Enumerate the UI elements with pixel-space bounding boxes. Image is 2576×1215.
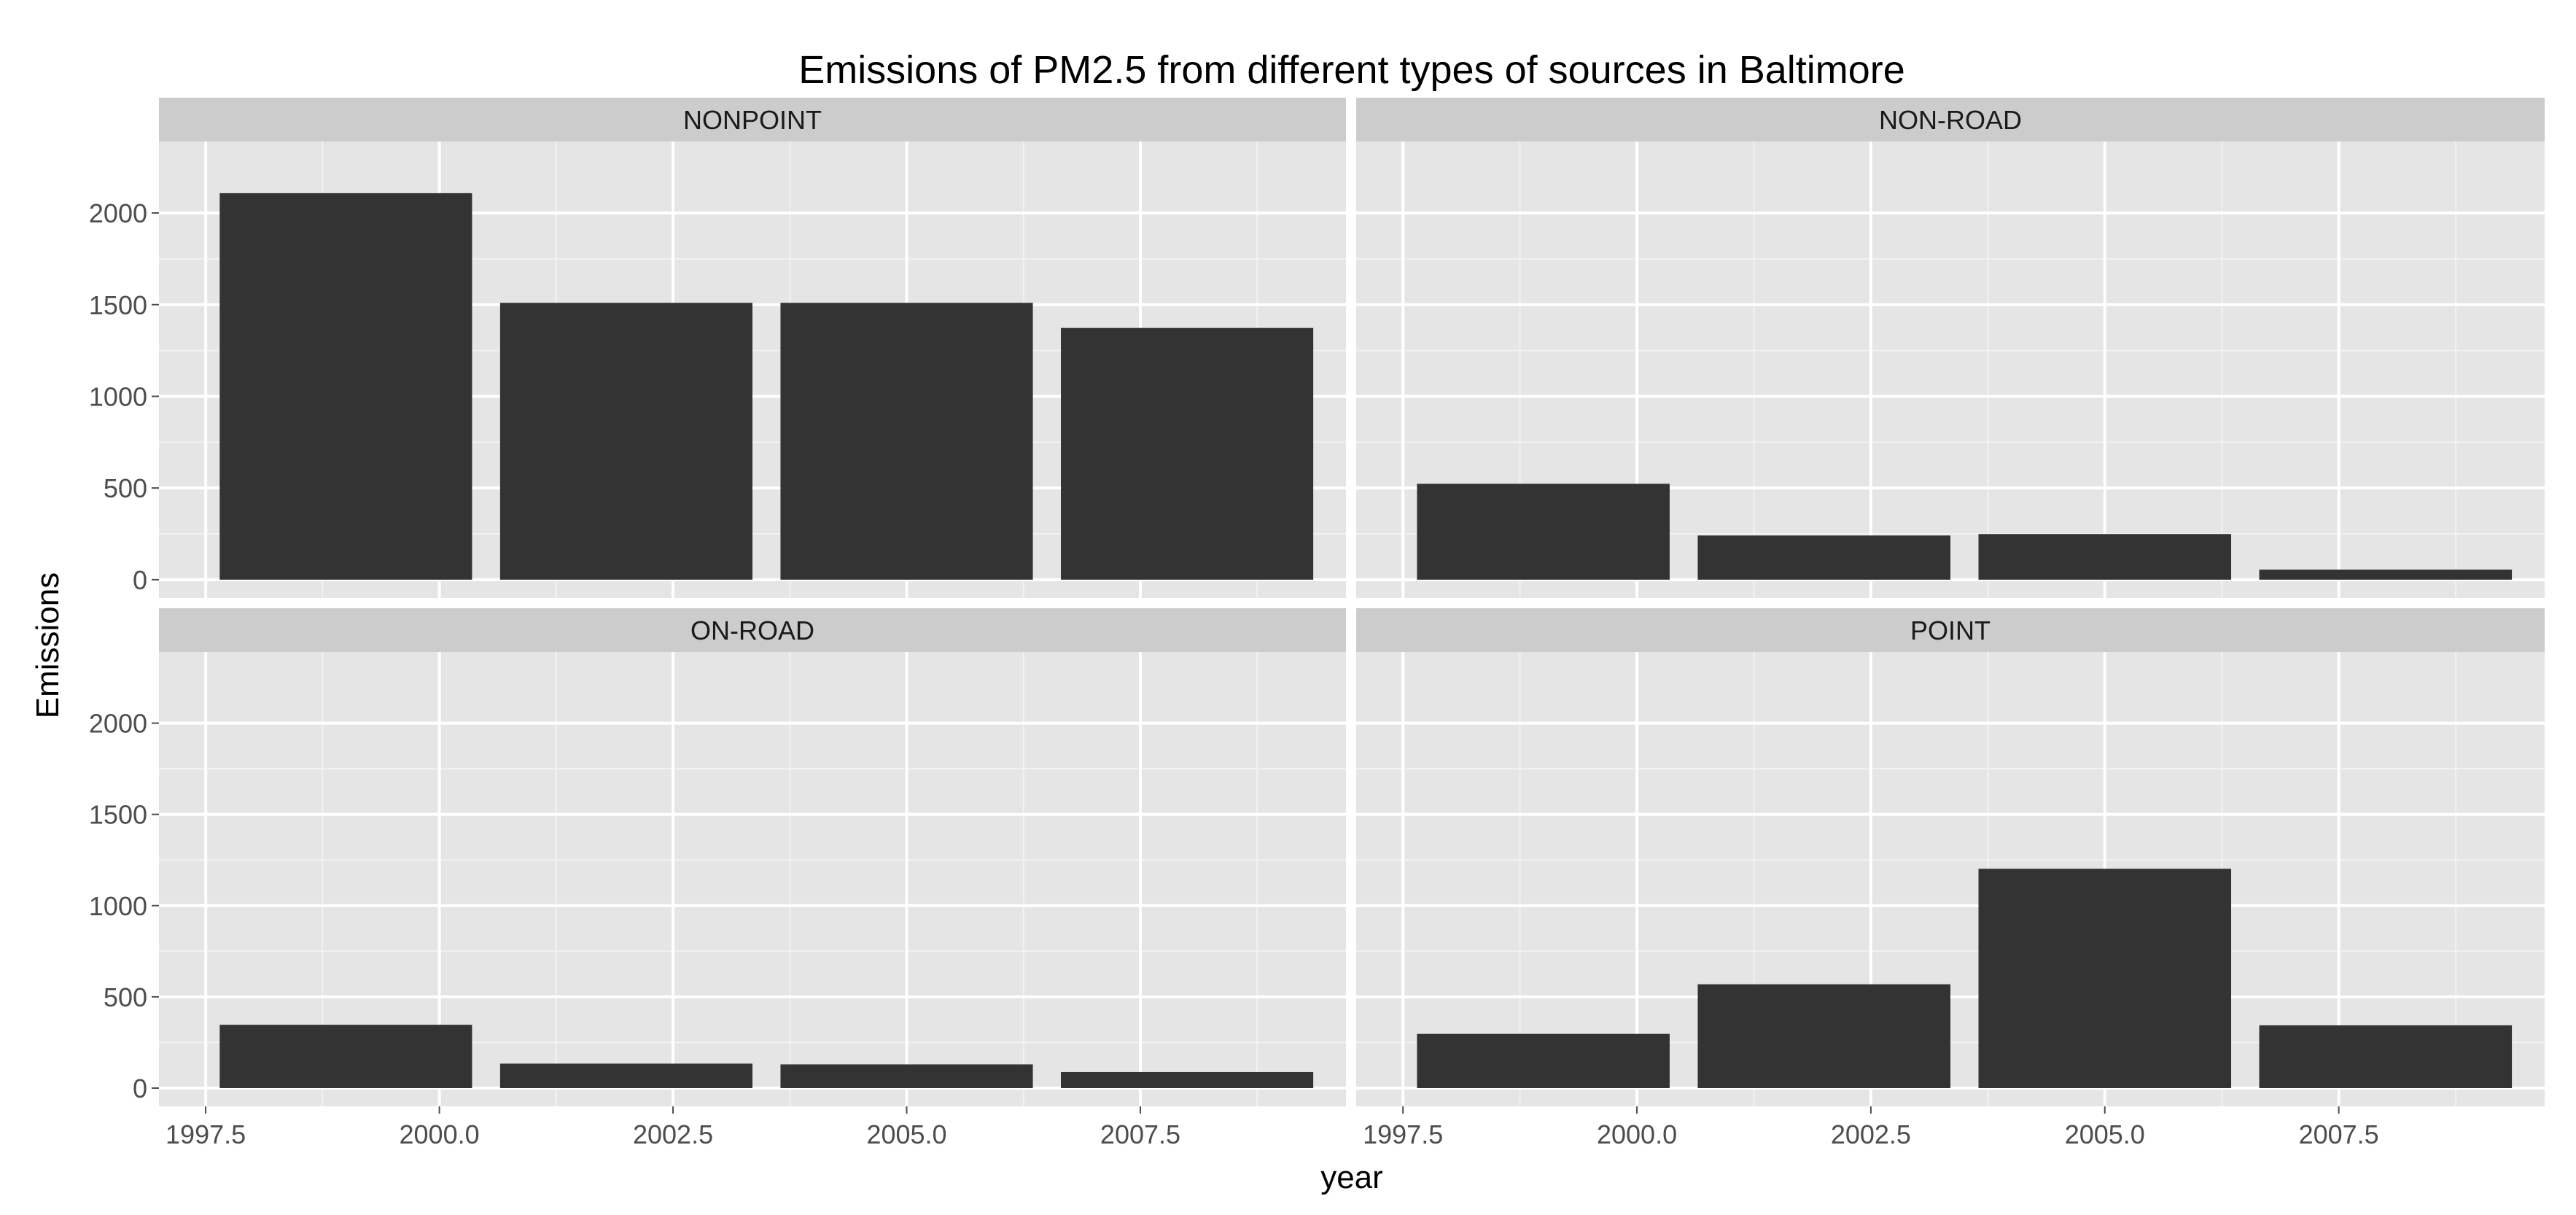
x-axis-label: year xyxy=(1320,1160,1383,1195)
y-tick-label: 0 xyxy=(133,565,147,595)
x-tick-label: 2002.5 xyxy=(1831,1119,1911,1149)
facet-strip xyxy=(1356,98,2545,141)
y-tick-label: 1000 xyxy=(89,891,147,921)
bar xyxy=(1417,1033,1670,1088)
x-tick-label: 2007.5 xyxy=(2299,1119,2379,1149)
facet-point: POINT 1997.5 2000.0 2002.5 2005.0 2007.5 xyxy=(1356,608,2545,1149)
bar xyxy=(1061,1071,1314,1088)
bar xyxy=(780,1064,1033,1088)
chart-title: Emissions of PM2.5 from different types … xyxy=(798,48,1905,92)
x-tick-label: 1997.5 xyxy=(1363,1119,1443,1149)
x-tick-label: 2000.0 xyxy=(400,1119,480,1149)
bar xyxy=(1061,327,1314,580)
bar xyxy=(1978,534,2232,580)
bar xyxy=(1697,984,1950,1088)
bar xyxy=(2259,570,2513,580)
y-tick-label: 1500 xyxy=(89,800,147,830)
facet-strip-label: POINT xyxy=(1910,616,1991,645)
facet-nonpoint: NONPOINT 0 500 1000 1500 2000 xyxy=(89,98,1346,598)
x-tick-label: 2005.0 xyxy=(2065,1119,2145,1149)
y-tick-label: 1000 xyxy=(89,381,147,411)
facet-strip-label: ON-ROAD xyxy=(690,616,814,645)
y-tick-label: 2000 xyxy=(89,198,147,228)
facet-strip xyxy=(159,98,1346,141)
x-tick-label: 2007.5 xyxy=(1100,1119,1180,1149)
bar xyxy=(499,303,752,580)
facet-strip xyxy=(159,608,1346,652)
facet-strip-label: NON-ROAD xyxy=(1879,105,2022,135)
y-tick-label: 500 xyxy=(104,982,147,1012)
bar xyxy=(1697,535,1950,580)
y-tick-label: 0 xyxy=(133,1074,147,1103)
y-tick-label: 2000 xyxy=(89,709,147,739)
y-tick-label: 500 xyxy=(104,473,147,503)
x-tick-label: 2005.0 xyxy=(866,1119,946,1149)
bar xyxy=(219,1025,472,1088)
facet-on-road: ON-ROAD 0 500 1000 1500 2000 1997.5 2000.0 2002.… xyxy=(89,608,1346,1149)
bar xyxy=(219,193,472,580)
x-tick-label: 2002.5 xyxy=(633,1119,713,1149)
facet-panels: NONPOINT 0 500 1000 1500 2000 NON-ROAD ON-ROAD 0… xyxy=(89,98,2545,1149)
bar xyxy=(780,303,1033,580)
y-tick-label: 1500 xyxy=(89,290,147,320)
facet-strip-label: NONPOINT xyxy=(683,105,822,135)
bar xyxy=(1978,869,2232,1088)
facet-non-road: NON-ROAD xyxy=(1356,98,2545,598)
bar xyxy=(2259,1025,2513,1088)
x-tick-label: 1997.5 xyxy=(166,1119,246,1149)
x-tick-label: 2000.0 xyxy=(1597,1119,1677,1149)
bar xyxy=(499,1063,752,1088)
bar xyxy=(1417,484,1670,580)
facet-strip xyxy=(1356,608,2545,652)
y-axis-label: Emissions xyxy=(30,572,66,719)
